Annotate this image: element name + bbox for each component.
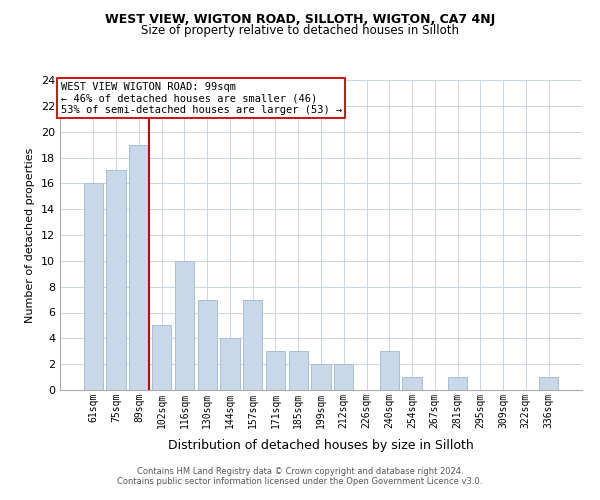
Bar [197, 300, 217, 390]
Bar [129, 144, 149, 390]
Bar [243, 300, 262, 390]
Bar [220, 338, 239, 390]
Y-axis label: Number of detached properties: Number of detached properties [25, 148, 35, 322]
Bar [403, 377, 422, 390]
Bar [152, 326, 172, 390]
Bar [380, 351, 399, 390]
Bar [539, 377, 558, 390]
Bar [266, 351, 285, 390]
Text: Contains HM Land Registry data © Crown copyright and database right 2024.: Contains HM Land Registry data © Crown c… [137, 467, 463, 476]
X-axis label: Distribution of detached houses by size in Silloth: Distribution of detached houses by size … [168, 439, 474, 452]
Text: Contains public sector information licensed under the Open Government Licence v3: Contains public sector information licen… [118, 477, 482, 486]
Text: Size of property relative to detached houses in Silloth: Size of property relative to detached ho… [141, 24, 459, 37]
Bar [448, 377, 467, 390]
Text: WEST VIEW, WIGTON ROAD, SILLOTH, WIGTON, CA7 4NJ: WEST VIEW, WIGTON ROAD, SILLOTH, WIGTON,… [105, 12, 495, 26]
Bar [334, 364, 353, 390]
Text: WEST VIEW WIGTON ROAD: 99sqm
← 46% of detached houses are smaller (46)
53% of se: WEST VIEW WIGTON ROAD: 99sqm ← 46% of de… [61, 82, 342, 115]
Bar [175, 261, 194, 390]
Bar [84, 184, 103, 390]
Bar [289, 351, 308, 390]
Bar [311, 364, 331, 390]
Bar [106, 170, 126, 390]
